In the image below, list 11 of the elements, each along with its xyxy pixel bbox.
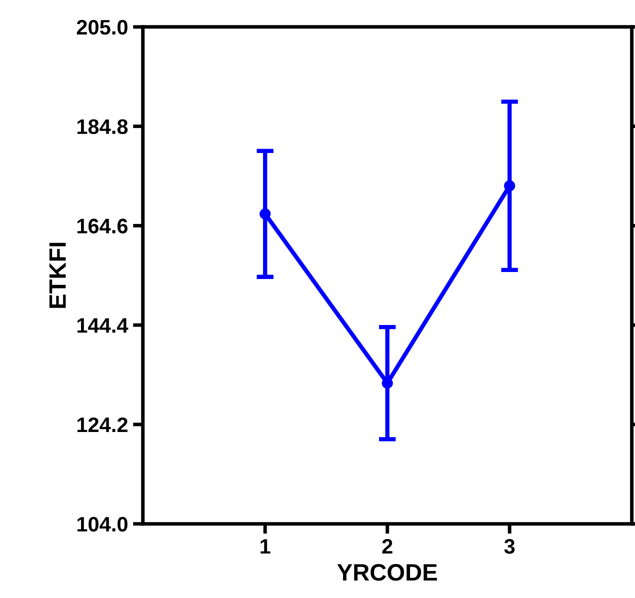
x-axis-title: YRCODE bbox=[337, 564, 437, 581]
y-axis-title: ETKFI bbox=[49, 242, 66, 308]
y-tick-label: 205.0 bbox=[76, 20, 128, 35]
y-tick-label: 144.4 bbox=[77, 318, 128, 333]
y-tick-label: 124.2 bbox=[77, 417, 128, 432]
x-tick-label: 3 bbox=[504, 538, 515, 554]
x-tick-label: 2 bbox=[382, 538, 392, 554]
x-tick-label: 1 bbox=[260, 539, 270, 554]
y-tick-label: 184.8 bbox=[77, 119, 128, 134]
y-tick-label: 164.6 bbox=[77, 218, 128, 234]
y-tick-label: 104.0 bbox=[77, 516, 128, 532]
